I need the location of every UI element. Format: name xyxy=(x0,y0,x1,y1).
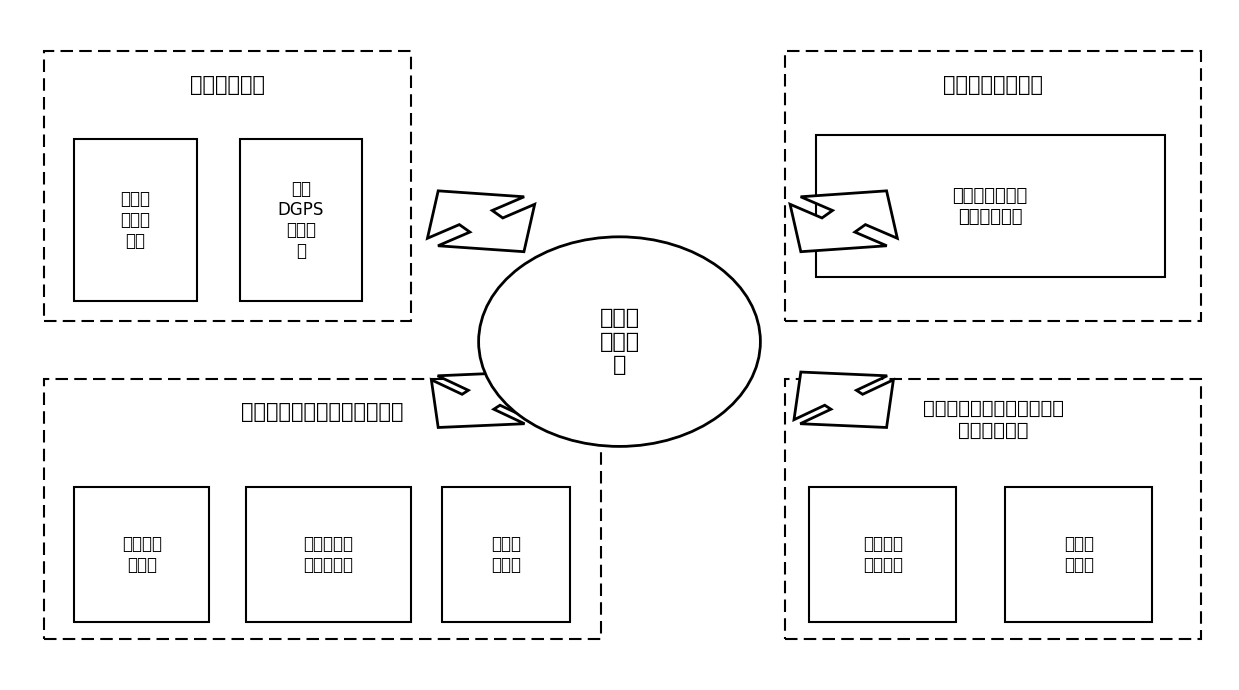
Text: 机器人移动平台运动控制系统: 机器人移动平台运动控制系统 xyxy=(242,402,404,422)
Bar xyxy=(784,379,1202,639)
Bar xyxy=(43,51,411,322)
Polygon shape xyxy=(794,372,893,428)
Text: 电机驱
动系统: 电机驱 动系统 xyxy=(1064,535,1094,574)
Text: 视觉导
航控制
系统: 视觉导 航控制 系统 xyxy=(120,190,151,250)
Text: 视觉伺服控制系统: 视觉伺服控制系统 xyxy=(943,75,1043,95)
Ellipse shape xyxy=(478,237,761,446)
Polygon shape xyxy=(427,191,535,252)
Bar xyxy=(1005,487,1152,622)
Text: 车载
DGPS
控制系
统: 车载 DGPS 控制系 统 xyxy=(278,179,325,260)
Text: 视觉伺服控制器
及其控制软件: 视觉伺服控制器 及其控制软件 xyxy=(953,187,1027,226)
Bar xyxy=(809,487,957,622)
Bar xyxy=(784,51,1202,322)
Bar xyxy=(74,487,209,622)
Text: 田间导航系统: 田间导航系统 xyxy=(190,75,265,95)
Bar xyxy=(442,487,570,622)
Bar xyxy=(245,487,411,622)
Text: 多轴电机运
动控制系统: 多轴电机运 动控制系统 xyxy=(304,535,353,574)
Text: 机器人
控制系
统: 机器人 控制系 统 xyxy=(600,308,639,375)
Polygon shape xyxy=(790,191,897,252)
Bar xyxy=(74,139,197,301)
Text: 电机驱
动系统: 电机驱 动系统 xyxy=(491,535,522,574)
Bar xyxy=(815,135,1165,277)
Text: 电机运动
控制系统: 电机运动 控制系统 xyxy=(862,535,903,574)
Bar xyxy=(239,139,362,301)
Text: 车载工业
计算机: 车载工业 计算机 xyxy=(121,535,162,574)
Bar xyxy=(43,379,601,639)
Polygon shape xyxy=(431,372,530,428)
Text: 锄具悬挂机械臂及耙形锄刀
运动控制系统: 锄具悬挂机械臂及耙形锄刀 运动控制系统 xyxy=(923,399,1063,440)
